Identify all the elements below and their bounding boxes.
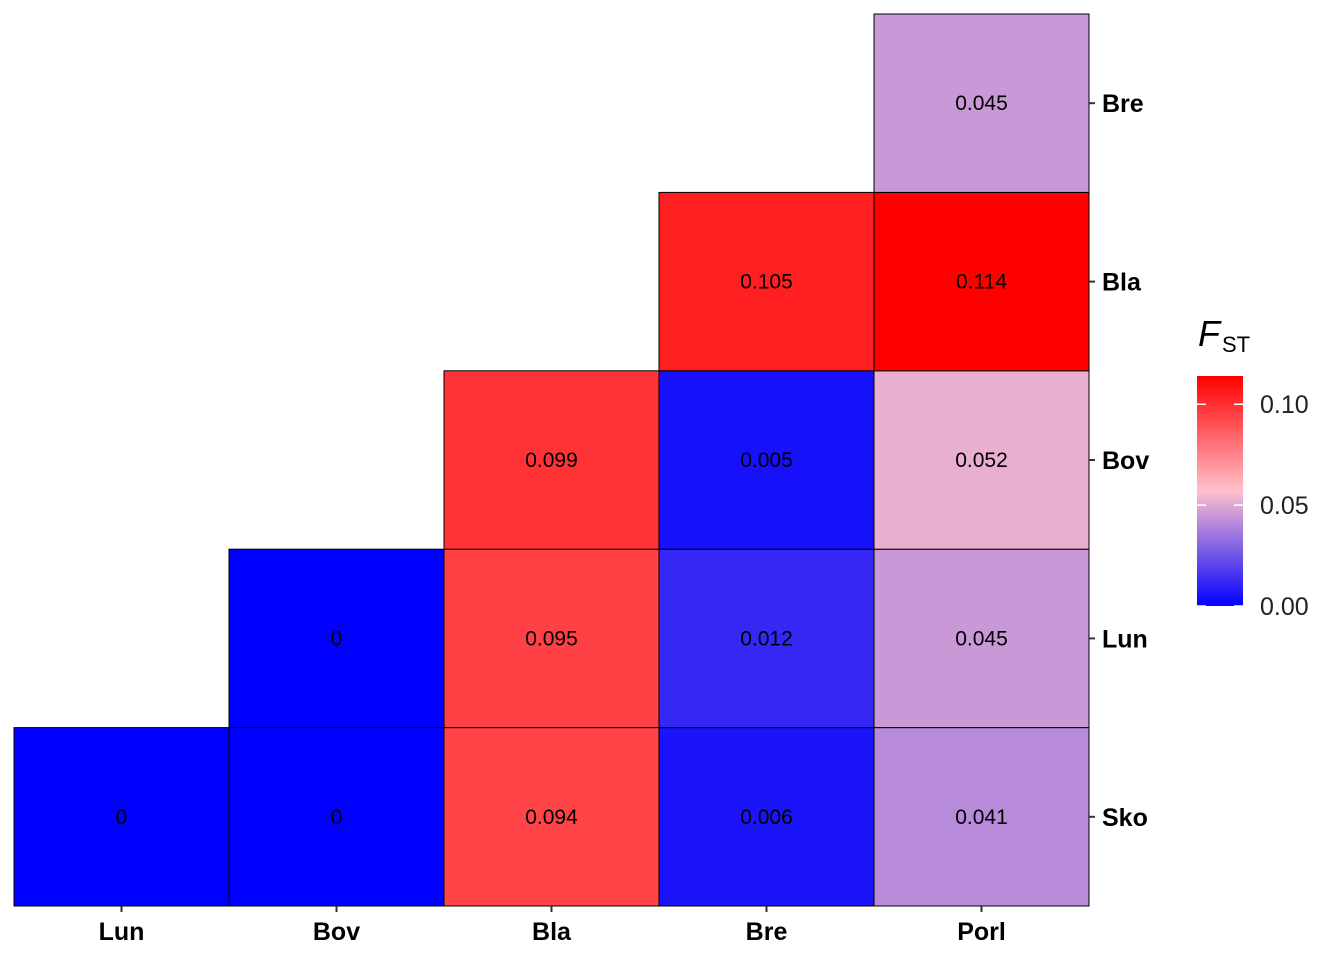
legend-tick-label: 0.05	[1260, 492, 1309, 520]
cell-value-label: 0	[331, 627, 343, 650]
legend-title-main: F	[1198, 313, 1222, 354]
heatmap-cell-bre-lun	[658, 548, 875, 729]
heatmap-cell-porl-lun	[873, 548, 1090, 729]
cell-value-label: 0.045	[955, 92, 1008, 115]
heatmap-cell-porl-bov	[873, 370, 1090, 550]
heatmap-cell-bre-sko	[658, 727, 875, 907]
y-axis: Sko Lun Bov Bla Bre	[1089, 90, 1149, 832]
x-tick-label: Lun	[99, 918, 145, 946]
y-tick-label: Bov	[1102, 447, 1149, 475]
cell-value-label: 0.095	[525, 627, 578, 650]
legend-tick-label: 0.00	[1260, 593, 1309, 621]
legend-title-subscript: ST	[1222, 332, 1250, 357]
y-tick-label: Lun	[1102, 625, 1148, 653]
cell-value-label: 0.041	[955, 806, 1008, 829]
cell-value-label: 0.052	[955, 449, 1008, 472]
x-tick-label: Bre	[746, 918, 788, 946]
legend-tick-label: 0.10	[1260, 391, 1309, 419]
cell-value-label: 0	[116, 806, 128, 829]
color-legend: FST 0.00 0.05 0.10	[1197, 313, 1309, 621]
legend-title: FST	[1198, 313, 1250, 357]
heatmap-cell-lun-sko	[13, 727, 230, 907]
x-tick-label: Porl	[957, 918, 1006, 946]
cell-value-label: 0.094	[525, 806, 578, 829]
y-tick-label: Bla	[1102, 269, 1142, 297]
legend-ticks: 0.00 0.05 0.10	[1197, 391, 1309, 621]
y-tick-label: Bre	[1102, 90, 1144, 118]
heatmap-cell-bla-bov	[443, 370, 660, 550]
heatmap-cell-bov-sko	[228, 727, 445, 907]
heatmap-cells	[13, 13, 1090, 907]
heatmap-cell-labels: 0 0 0.094 0.006 0.041 0 0.095 0.012 0.045 0.099 0.…	[116, 92, 1008, 829]
cell-value-label: 0.099	[525, 449, 578, 472]
x-axis: Lun Bov Bla Bre Porl	[99, 906, 1006, 946]
cell-value-label: 0.105	[740, 271, 793, 294]
heatmap-cell-bla-lun	[443, 548, 660, 729]
cell-value-label: 0.012	[740, 627, 793, 650]
heatmap-cell-bre-bla	[658, 191, 875, 372]
cell-value-label: 0.005	[740, 449, 793, 472]
heatmap-cell-porl-sko	[873, 727, 1090, 907]
cell-value-label: 0.006	[740, 806, 793, 829]
legend-colorbar	[1197, 376, 1243, 606]
cell-value-label: 0	[331, 806, 343, 829]
y-tick-label: Sko	[1102, 804, 1148, 832]
heatmap-cell-bov-lun	[228, 548, 445, 729]
cell-value-label: 0.114	[956, 271, 1007, 294]
x-tick-label: Bov	[313, 918, 360, 946]
x-tick-label: Bla	[532, 918, 572, 946]
heatmap-cell-porl-bre	[873, 13, 1090, 193]
cell-value-label: 0.045	[955, 627, 1008, 650]
